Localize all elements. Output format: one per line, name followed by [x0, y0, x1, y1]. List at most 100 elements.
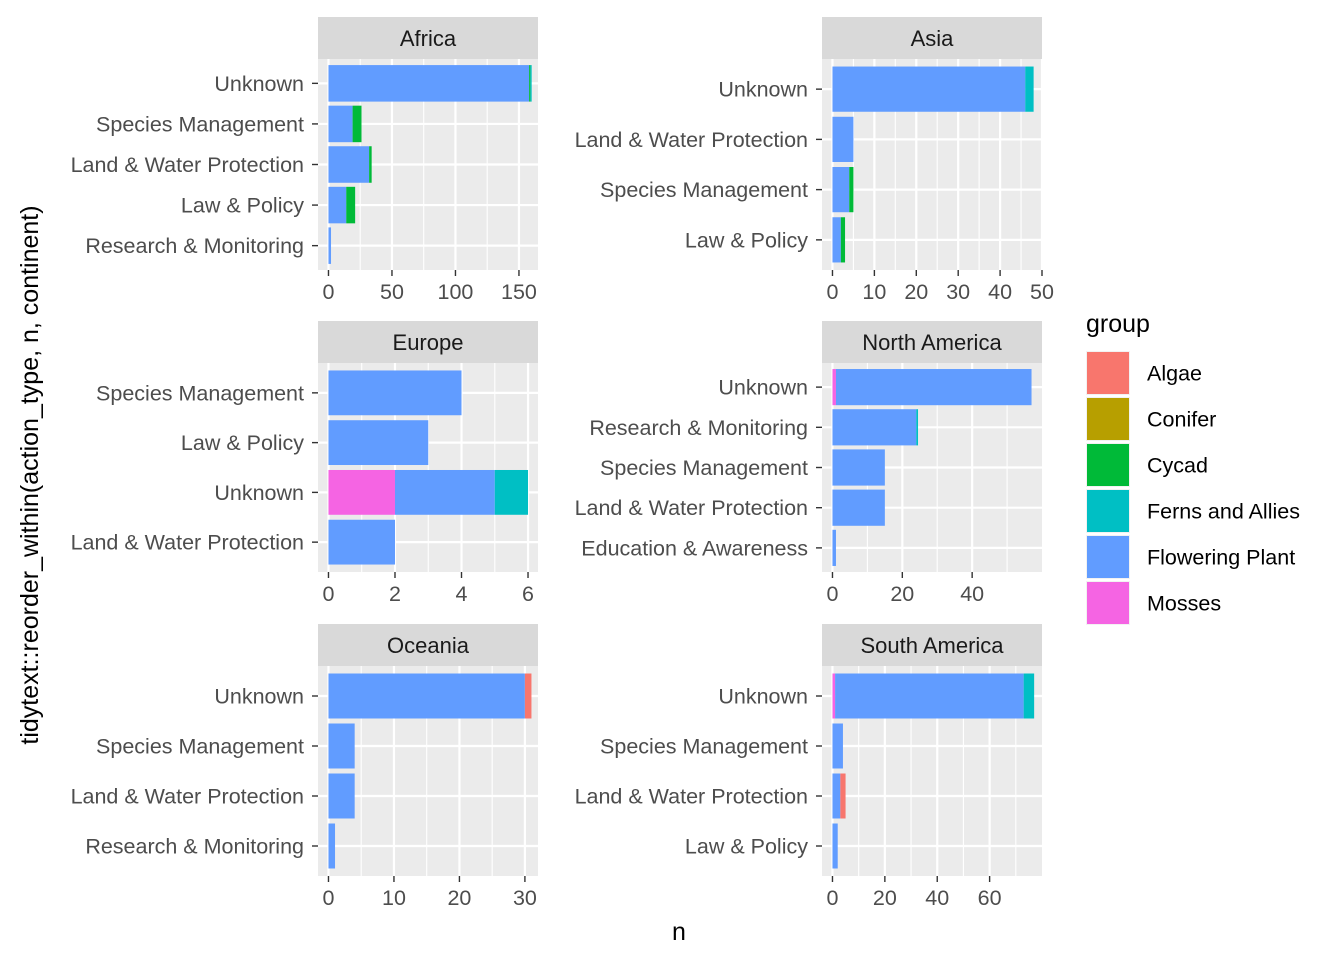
- bar-segment-law-policy-cycad: [346, 186, 356, 224]
- bar-segment-land-water-protection-flowering-plant: [328, 519, 395, 565]
- bar-segment-unknown-ferns-and-allies: [494, 469, 529, 515]
- y-tick-label: Law & Policy: [181, 431, 304, 455]
- bar-segment-research-monitoring-flowering-plant: [328, 823, 336, 869]
- x-tick-label: 0: [826, 582, 838, 606]
- x-tick-label: 10: [382, 886, 406, 910]
- bar-segment-land-water-protection-flowering-plant: [328, 773, 355, 819]
- bar-segment-species-management-flowering-plant: [832, 723, 843, 769]
- y-tick-label: Land & Water Protection: [575, 128, 808, 152]
- y-tick-label: Species Management: [600, 456, 808, 480]
- legend-label: Ferns and Allies: [1147, 500, 1300, 524]
- bar-segment-land-water-protection-flowering-plant: [832, 773, 841, 819]
- panel-strip: [318, 17, 538, 59]
- legend-swatch: [1087, 398, 1129, 440]
- bar-segment-research-monitoring-flowering-plant: [832, 409, 917, 446]
- bar-segment-unknown-flowering-plant: [394, 469, 495, 515]
- bar-segment-unknown-ferns-and-allies: [1025, 66, 1034, 112]
- x-tick-label: 30: [513, 886, 537, 910]
- y-tick-label: Unknown: [214, 72, 304, 96]
- x-tick-label: 10: [862, 280, 886, 304]
- y-tick-label: Land & Water Protection: [71, 531, 304, 555]
- legend-swatch: [1087, 536, 1129, 578]
- bar-segment-education-awareness-flowering-plant: [832, 529, 836, 566]
- y-tick-label: Unknown: [214, 481, 304, 505]
- bar-segment-land-water-protection-flowering-plant: [328, 146, 370, 183]
- legend-item-mosses: Mosses: [1086, 581, 1221, 625]
- legend-item-flowering-plant: Flowering Plant: [1086, 535, 1295, 579]
- panel-strip: [822, 17, 1042, 59]
- bar-segment-species-management-flowering-plant: [328, 370, 462, 416]
- bar-segment-law-policy-flowering-plant: [328, 420, 429, 466]
- panel-asia: Asia 0 10 20 30 40 50 Unknown Land & Water Prote…: [575, 17, 1054, 304]
- panel-title: South America: [860, 633, 1004, 658]
- x-tick-label: 40: [925, 886, 949, 910]
- x-tick-label: 0: [322, 582, 334, 606]
- bar-segment-land-water-protection-algae: [840, 773, 846, 819]
- y-tick-label: Research & Monitoring: [85, 835, 304, 859]
- x-tick-label: 40: [988, 280, 1012, 304]
- panel-title: Europe: [393, 330, 464, 355]
- legend-item-cycad: Cycad: [1086, 443, 1208, 487]
- y-tick-label: Unknown: [718, 78, 808, 102]
- x-tick-label: 150: [501, 280, 537, 304]
- x-tick-label: 4: [456, 582, 468, 606]
- bar-segment-unknown-cycad: [529, 65, 531, 102]
- y-tick-label: Species Management: [96, 112, 304, 136]
- bar-segment-species-management-cycad: [849, 167, 854, 213]
- bar-segment-research-monitoring-flowering-plant: [328, 227, 332, 264]
- legend-item-ferns-and-allies: Ferns and Allies: [1086, 489, 1300, 533]
- y-tick-label: Unknown: [718, 376, 808, 400]
- bar-segment-research-monitoring-ferns-and-allies: [916, 409, 919, 446]
- y-tick-label: Education & Awareness: [581, 536, 808, 560]
- panel-title: Asia: [911, 26, 955, 51]
- bar-segment-unknown-ferns-and-allies: [530, 65, 532, 102]
- bar-segment-law-policy-cycad: [840, 217, 846, 263]
- x-tick-label: 30: [946, 280, 970, 304]
- x-tick-label: 40: [960, 582, 984, 606]
- x-tick-label: 0: [322, 886, 334, 910]
- x-tick-label: 0: [322, 280, 334, 304]
- bar-segment-land-water-protection-flowering-plant: [832, 489, 885, 526]
- y-tick-label: Unknown: [214, 685, 304, 709]
- panel-oceania: Oceania 0 10 20 30 Unknown Species Management L…: [71, 624, 538, 910]
- legend-swatch: [1087, 444, 1129, 486]
- legend-title: group: [1086, 310, 1150, 338]
- y-tick-label: Land & Water Protection: [71, 153, 304, 177]
- y-axis-title: tidytext::reorder_within(action_type, n,…: [16, 205, 44, 744]
- bar-segment-species-management-cycad: [352, 105, 362, 143]
- panel-title: North America: [862, 330, 1002, 355]
- legend-item-conifer: Conifer: [1086, 397, 1216, 441]
- bar-segment-unknown-algae: [524, 673, 532, 719]
- panel-title: Oceania: [387, 633, 470, 658]
- bar-segment-species-management-flowering-plant: [832, 449, 885, 486]
- bar-segment-unknown-mosses: [832, 369, 836, 406]
- bar-segment-unknown-flowering-plant: [835, 673, 1024, 719]
- panel-title: Africa: [400, 26, 457, 51]
- bar-segment-land-water-protection-cycad: [369, 146, 372, 183]
- y-tick-label: Species Management: [96, 381, 304, 405]
- x-tick-label: 0: [826, 886, 838, 910]
- y-tick-label: Species Management: [96, 735, 304, 759]
- panel-africa: Africa 0 50 100 150 Unknown Species Management…: [71, 17, 538, 304]
- y-tick-label: Species Management: [600, 178, 808, 202]
- y-tick-label: Law & Policy: [181, 194, 304, 218]
- legend-swatch: [1087, 352, 1129, 394]
- bar-segment-species-management-flowering-plant: [328, 105, 353, 143]
- bar-segment-unknown-mosses: [832, 673, 836, 719]
- x-tick-label: 60: [978, 886, 1002, 910]
- x-tick-label: 20: [904, 280, 928, 304]
- y-tick-label: Unknown: [718, 685, 808, 709]
- x-tick-label: 20: [873, 886, 897, 910]
- x-tick-label: 20: [447, 886, 471, 910]
- legend-item-algae: Algae: [1086, 351, 1202, 395]
- y-tick-label: Research & Monitoring: [85, 234, 304, 258]
- legend-swatch: [1087, 490, 1129, 532]
- legend-label: Cycad: [1147, 454, 1208, 478]
- bar-segment-species-management-flowering-plant: [328, 723, 355, 769]
- bar-segment-unknown-flowering-plant: [835, 369, 1032, 406]
- x-tick-label: 100: [438, 280, 474, 304]
- legend-label: Flowering Plant: [1147, 546, 1295, 570]
